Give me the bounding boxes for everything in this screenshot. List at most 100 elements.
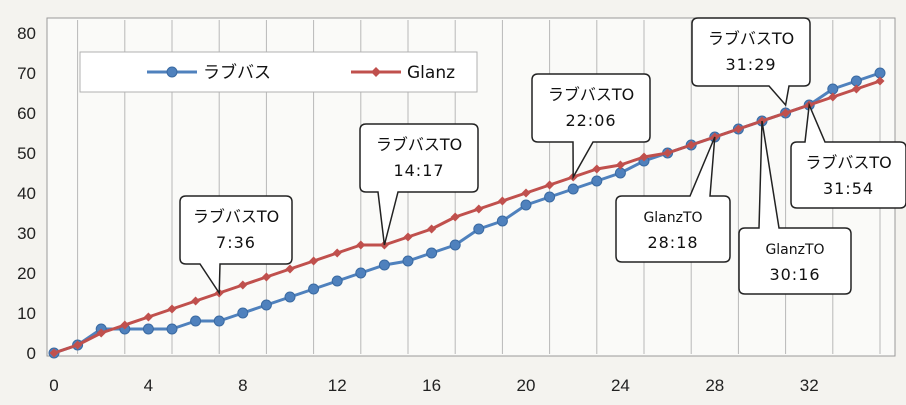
annotation-time: 22:06 [565,111,616,130]
x-tick-label: 8 [238,376,247,395]
series-layer [48,67,886,359]
y-tick-label: 50 [17,144,36,163]
annotation-label: ラブバスTO [708,29,794,48]
data-point-series-1 [591,175,603,187]
data-point-series-2 [497,196,507,206]
annotation-callout [738,120,852,295]
data-point-series-1 [449,239,461,251]
data-point-series-1 [308,283,320,295]
data-point-series-2 [592,164,602,174]
data-point-series-2 [143,312,153,322]
x-axis: 0 4 8 12 16 20 24 28 32 [49,376,818,395]
data-point-series-1 [142,323,154,335]
data-point-series-2 [309,256,319,266]
y-tick-label: 30 [17,224,36,243]
y-tick-label: 60 [17,104,36,123]
data-point-series-2 [686,140,696,150]
data-point-series-1 [496,215,508,227]
data-point-series-1 [473,223,485,235]
data-point-series-2 [96,328,106,338]
data-point-series-1 [284,291,296,303]
data-point-series-2 [120,320,130,330]
annotation-label: GlanzTO [765,242,824,258]
annotation-time: 31:29 [725,55,776,74]
data-point-series-2 [49,348,59,358]
annotation-label: GlanzTO [643,210,702,226]
legend-box [79,51,478,93]
y-tick-label: 80 [17,24,36,43]
y-tick-label: 20 [17,264,36,283]
data-point-series-2 [663,148,673,158]
data-point-series-1 [378,259,390,271]
y-tick-label: 40 [17,184,36,203]
series-line-2 [53,79,881,355]
data-point-series-2 [167,304,177,314]
data-point-series-2 [781,108,791,118]
legend-label-series-1: ラブバス [203,62,271,83]
x-tick-label: 28 [705,376,724,395]
y-tick-label: 10 [17,304,36,323]
data-point-series-1 [402,255,414,267]
data-point-series-2 [875,76,885,86]
legend: ラブバス Glanz [79,51,478,93]
data-point-series-2 [474,204,484,214]
y-tick-label: 70 [17,64,36,83]
data-point-series-2 [733,124,743,134]
legend-marker-series-1 [166,66,178,78]
annotation-callout [790,102,906,209]
y-axis: 0 10 20 30 40 50 60 70 80 [17,24,36,363]
annotation-time: 31:54 [823,179,874,198]
data-point-series-2 [545,180,555,190]
x-tick-label: 20 [517,376,536,395]
x-tick-label: 0 [49,376,58,395]
data-point-series-1 [331,275,343,287]
annotations: ラブバスTO 7:36 ラブバスTO 14:17 ラブバスTO 22:06 ラブバスTO 31… [179,17,906,296]
data-point-series-2 [639,152,649,162]
annotation-label: ラブバスTO [193,207,279,226]
annotation-time: 14:17 [393,161,444,180]
annotation-callout [691,17,811,107]
data-point-series-2 [615,160,625,170]
annotation-callout [531,73,651,180]
annotation-label: ラブバスTO [376,135,462,154]
x-tick-label: 12 [328,376,347,395]
data-point-series-1 [166,323,178,335]
data-point-series-1 [544,191,556,203]
data-point-series-2 [828,92,838,102]
data-point-series-1 [567,183,579,195]
data-point-series-1 [213,315,225,327]
annotation-callout [179,195,293,296]
data-point-series-2 [191,296,201,306]
data-point-series-1 [426,247,438,259]
legend-label-series-2: Glanz [407,63,455,83]
annotation-label: ラブバスTO [548,85,634,104]
data-point-series-1 [237,307,249,319]
data-point-series-2 [73,340,83,350]
x-tick-label: 16 [422,376,441,395]
x-tick-label: 24 [611,376,630,395]
data-point-series-2 [521,188,531,198]
x-tick-label: 4 [144,376,153,395]
data-point-series-2 [332,248,342,258]
data-point-series-2 [450,212,460,222]
data-point-series-1 [355,267,367,279]
data-point-series-2 [356,240,366,250]
data-point-series-2 [285,264,295,274]
data-point-series-2 [851,84,861,94]
data-point-series-2 [261,272,271,282]
data-point-series-1 [190,315,202,327]
annotation-label: ラブバスTO [805,153,891,172]
data-point-series-2 [403,232,413,242]
annotation-callout [615,136,731,263]
data-point-series-2 [427,224,437,234]
annotation-callout [359,123,479,246]
y-tick-label: 0 [27,344,36,363]
annotation-time: 30:16 [769,265,820,284]
legend-marker-series-2 [371,67,381,77]
data-point-series-2 [238,280,248,290]
annotation-time: 28:18 [647,233,698,252]
data-point-series-1 [260,299,272,311]
x-tick-label: 32 [800,376,819,395]
annotation-time: 7:36 [216,233,256,252]
